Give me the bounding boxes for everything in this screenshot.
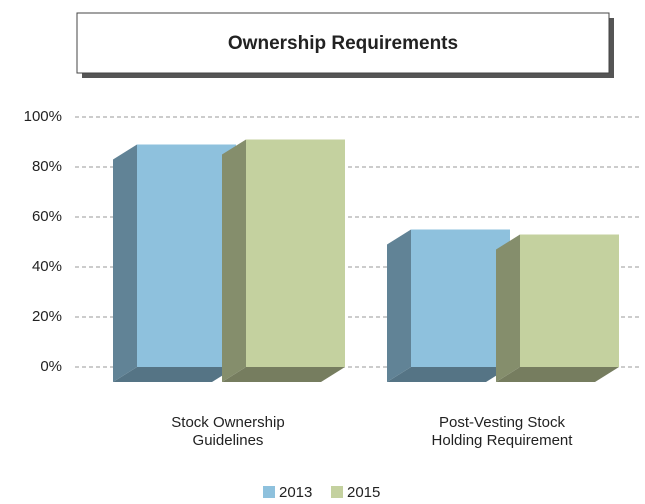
- legend-label: 2015: [347, 484, 380, 501]
- bar: [411, 229, 510, 367]
- x-tick-label: Stock Ownership Guidelines: [171, 414, 285, 449]
- y-tick-label: 80%: [32, 158, 62, 175]
- bar: [137, 144, 236, 367]
- bar-side: [496, 234, 520, 382]
- bar: [246, 139, 345, 367]
- x-tick-label: Post-Vesting Stock Holding Requirement: [431, 414, 573, 449]
- y-tick-label: 0%: [40, 358, 62, 375]
- bar-bottom: [387, 367, 510, 382]
- y-tick-label: 40%: [32, 258, 62, 275]
- bar-bottom: [222, 367, 345, 382]
- legend-label: 2013: [279, 484, 312, 501]
- title-box: [76, 12, 610, 74]
- bar-side: [222, 139, 246, 382]
- bar-bottom: [496, 367, 619, 382]
- y-tick-label: 100%: [24, 108, 62, 125]
- y-tick-label: 60%: [32, 208, 62, 225]
- bar: [520, 234, 619, 367]
- legend-swatch: [263, 486, 275, 498]
- y-tick-label: 20%: [32, 308, 62, 325]
- bar-bottom: [113, 367, 236, 382]
- bar-side: [113, 144, 137, 382]
- legend-swatch: [331, 486, 343, 498]
- bar-side: [387, 229, 411, 382]
- chart-title: Ownership Requirements: [228, 33, 458, 54]
